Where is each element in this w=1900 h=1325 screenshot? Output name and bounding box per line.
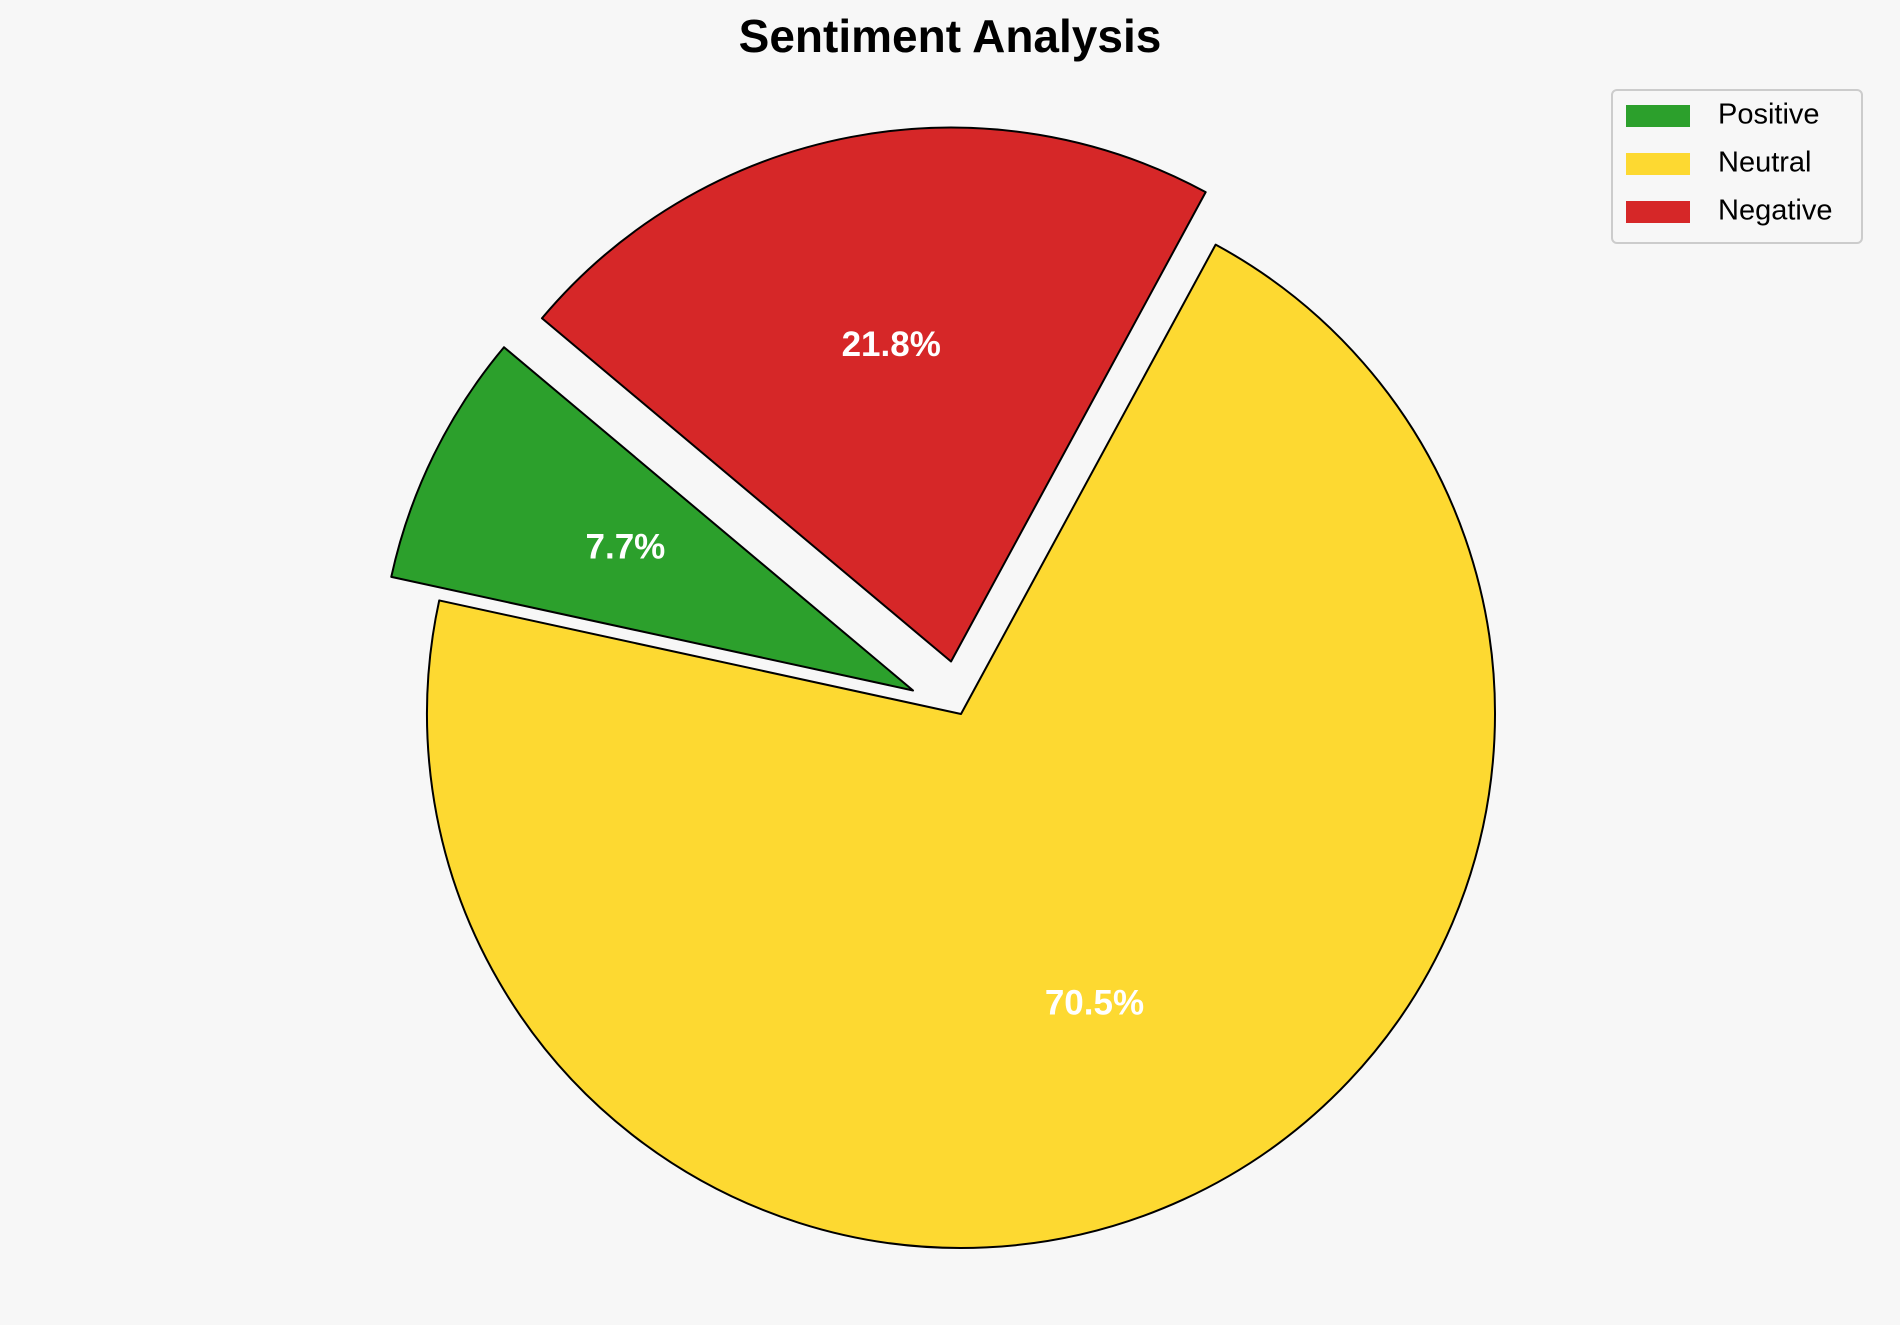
legend-label: Negative xyxy=(1718,195,1832,227)
legend-swatch xyxy=(1626,105,1690,127)
legend-swatch xyxy=(1626,201,1690,223)
legend: Positive Neutral Negative xyxy=(1611,89,1863,244)
legend-label: Neutral xyxy=(1718,147,1812,179)
pie-slice xyxy=(426,243,1496,1249)
pie-slice xyxy=(390,346,915,692)
legend-swatch xyxy=(1626,153,1690,175)
chart-title: Sentiment Analysis xyxy=(739,10,1162,62)
legend-label: Positive xyxy=(1718,99,1820,131)
slice-label: 70.5% xyxy=(1045,984,1144,1023)
slice-label: 21.8% xyxy=(842,325,941,364)
slice-label: 7.7% xyxy=(586,528,666,567)
pie-slice xyxy=(540,126,1207,663)
